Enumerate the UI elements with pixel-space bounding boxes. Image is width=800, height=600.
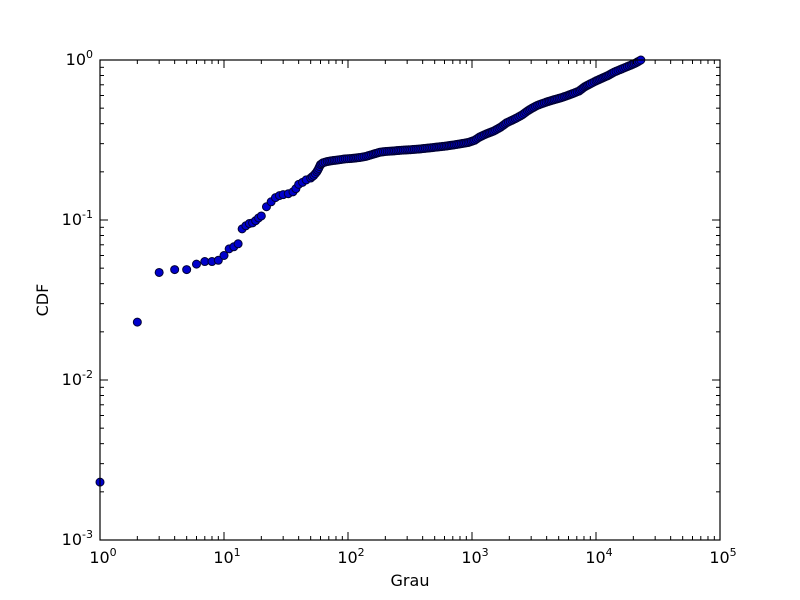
- data-point: [154, 267, 164, 277]
- x-axis-label: Grau: [391, 571, 430, 590]
- x-tick-label: 103: [461, 546, 488, 567]
- y-tick-label: 10-1: [62, 208, 93, 229]
- tick-labels: 100 101 102 103 104 105 10-3 10-2 10-1 100: [62, 48, 737, 567]
- x-tick-label: 100: [89, 546, 116, 567]
- y-tick-label: 10-3: [62, 528, 93, 549]
- data-point: [233, 239, 243, 249]
- data-point: [191, 259, 201, 269]
- y-tick-label: 10-2: [62, 368, 93, 389]
- data-point: [256, 211, 266, 221]
- data-points: [95, 55, 646, 487]
- data-point: [170, 265, 180, 275]
- data-point: [132, 317, 142, 327]
- data-point: [213, 255, 223, 265]
- y-tick-label: 100: [66, 48, 93, 69]
- data-point: [182, 265, 192, 275]
- axis-ticks: [99, 59, 721, 541]
- plot-frame: [99, 59, 721, 541]
- data-point: [219, 251, 229, 260]
- x-tick-label: 101: [213, 546, 240, 567]
- x-tick-label: 102: [337, 546, 364, 567]
- y-axis-label: CDF: [33, 284, 52, 317]
- x-tick-label: 105: [709, 546, 736, 567]
- x-tick-label: 104: [585, 546, 612, 567]
